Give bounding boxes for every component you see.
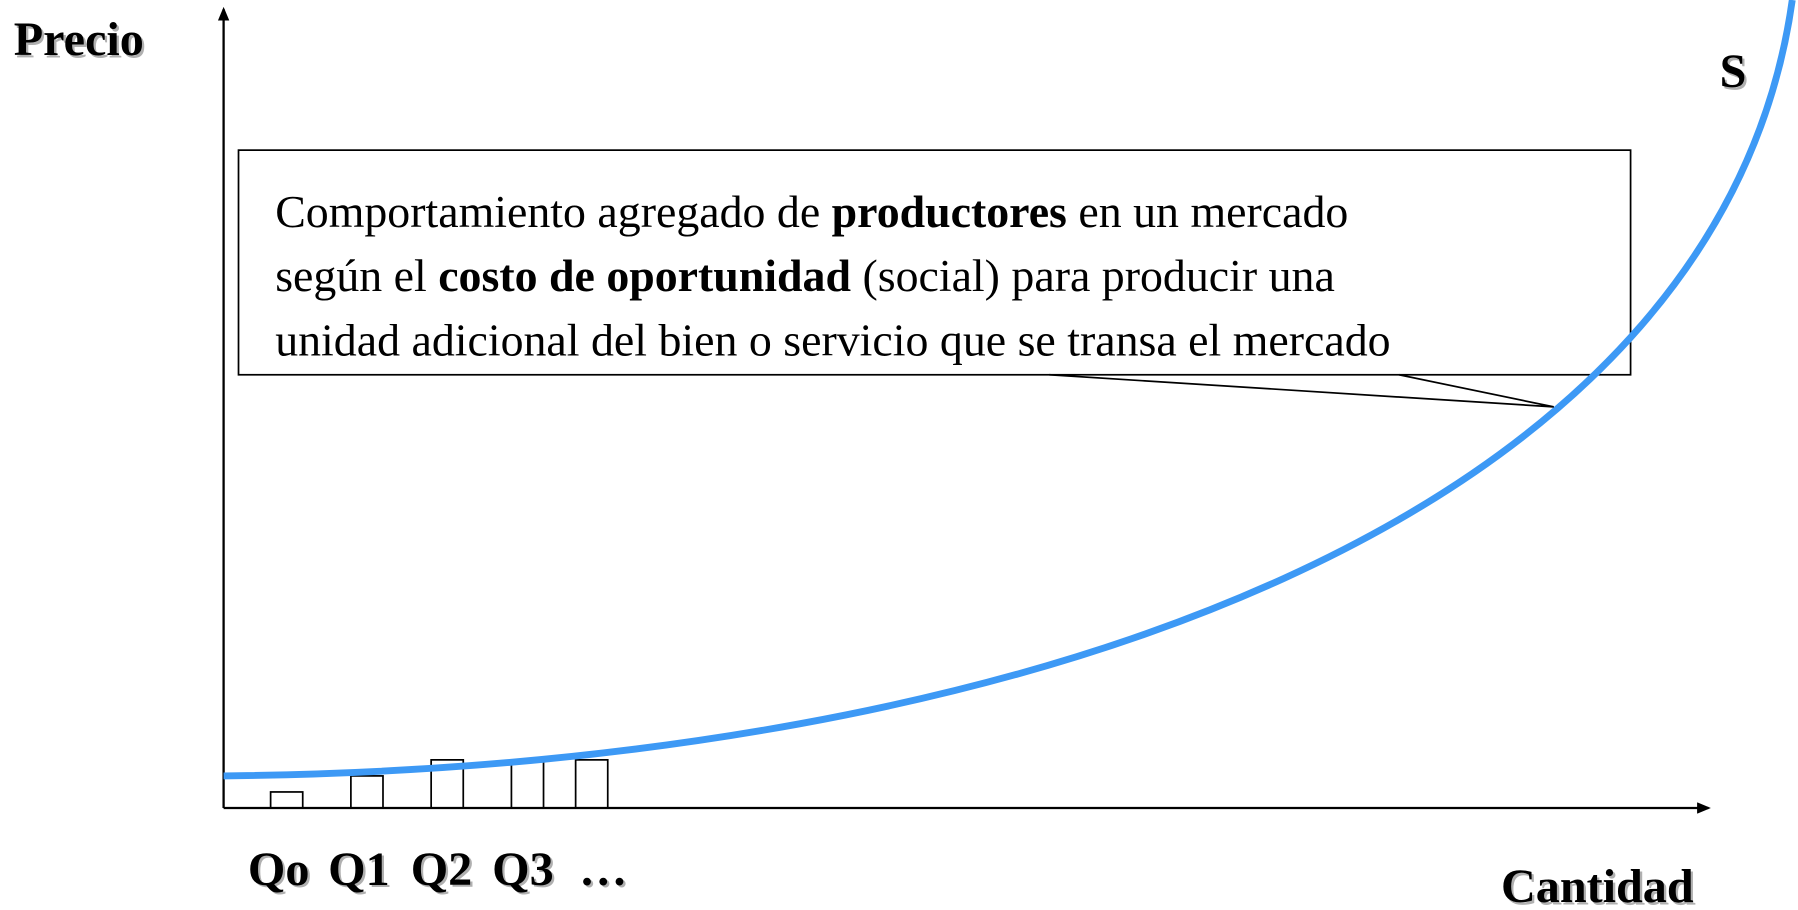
- callout-line: según el costo de oportunidad (social) p…: [275, 250, 1335, 301]
- unit-bar: [269, 791, 304, 809]
- unit-bar: [430, 759, 465, 809]
- callout-text-span: unidad adicional del bien o servicio que…: [275, 314, 1390, 365]
- callout-text-span: según el: [275, 250, 438, 301]
- callout-text-span: (social) para producir una: [851, 250, 1335, 301]
- callout-line: unidad adicional del bien o servicio que…: [275, 314, 1390, 365]
- unit-bar: [574, 759, 609, 809]
- quantity-label-shadow: Q1: [330, 845, 392, 898]
- quantity-label: …: [579, 843, 627, 896]
- quantity-label: Q3: [492, 843, 554, 896]
- callout-text: Comportamiento agregado de productores e…: [275, 186, 1390, 365]
- unit-bar: [350, 775, 384, 809]
- quantity-label: Qo: [248, 843, 310, 896]
- supply-curve: [223, 0, 1796, 780]
- y-axis-label: Precio: [14, 13, 144, 66]
- x-axis-label-shadow: Cantidad: [1503, 862, 1696, 910]
- callout-text-span: en un mercado: [1067, 186, 1348, 237]
- unit-bars: [269, 759, 609, 809]
- callout-text-span: Comportamiento agregado de: [275, 186, 831, 237]
- x-axis-label: Cantidad: [1501, 860, 1694, 910]
- quantity-label: Q2: [411, 843, 473, 896]
- quantity-label-shadow: Qo: [250, 845, 312, 898]
- y-axis-label-shadow: Precio: [16, 15, 146, 68]
- quantity-label-shadow: …: [581, 845, 629, 898]
- curve-label: S: [1720, 45, 1747, 98]
- callout-pointer: [1049, 373, 1554, 408]
- callout-bold-text: costo de oportunidad: [438, 250, 851, 301]
- callout-bold-text: productores: [832, 186, 1067, 237]
- callout-box: [237, 149, 1632, 376]
- callout-line: Comportamiento agregado de productores e…: [275, 186, 1348, 237]
- curve-label-shadow: S: [1722, 47, 1749, 100]
- unit-bar: [510, 759, 545, 809]
- quantity-label: Q1: [328, 843, 390, 896]
- quantity-label-shadow: Q3: [494, 845, 556, 898]
- quantity-label-shadow: Q2: [413, 845, 475, 898]
